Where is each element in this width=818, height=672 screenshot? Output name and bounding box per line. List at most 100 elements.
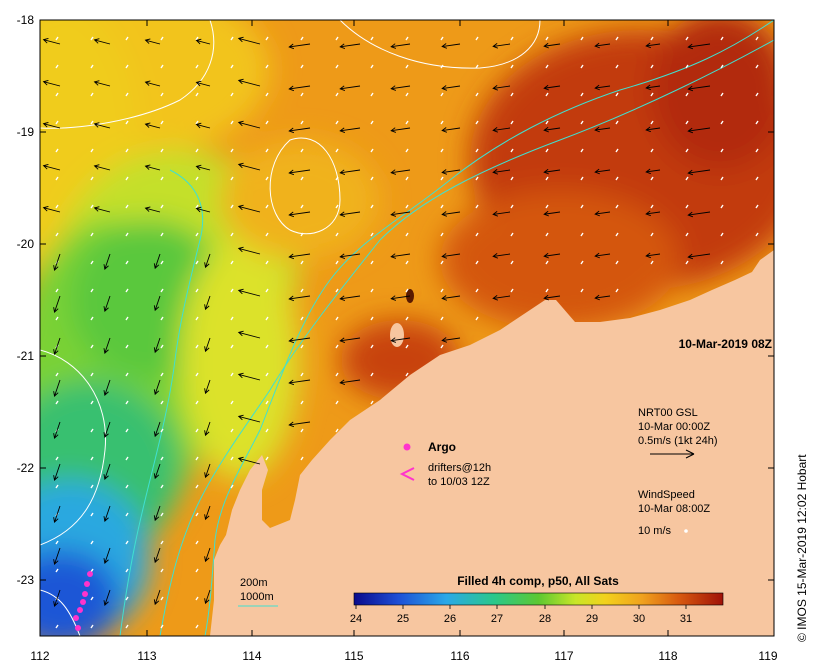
wind-vector-icon xyxy=(195,596,199,601)
current-arrow-icon xyxy=(144,122,161,129)
current-arrow-icon xyxy=(237,414,261,423)
wind-vector-icon xyxy=(90,64,94,69)
wind-vector-icon xyxy=(90,204,94,209)
wind-vector-icon xyxy=(125,624,129,629)
wind-vector-icon xyxy=(125,288,129,293)
wind-vector-icon xyxy=(195,456,199,461)
isobath-1000m-label: 1000m xyxy=(240,591,274,603)
current-arrow-icon xyxy=(204,589,211,605)
wind-vector-icon xyxy=(475,64,479,69)
current-arrow-icon xyxy=(93,80,111,87)
current-arrow-icon xyxy=(687,43,711,50)
wind-vector-icon xyxy=(125,540,129,545)
wind-vector-icon xyxy=(265,64,269,69)
current-arrow-icon xyxy=(594,42,611,49)
wind-vector-icon xyxy=(300,372,304,377)
current-arrow-icon xyxy=(645,84,661,91)
wind-vector-icon xyxy=(90,36,94,41)
wind-vector-icon xyxy=(195,260,199,265)
drifters-legend: drifters@12h to 10/03 12Z xyxy=(399,462,491,488)
current-arrow-icon xyxy=(153,379,161,396)
drifters-label-line2: to 10/03 12Z xyxy=(428,476,490,488)
wind-vector-icon xyxy=(685,232,689,237)
wind-vector-icon xyxy=(370,148,374,153)
current-arrow-icon xyxy=(103,589,111,607)
current-arrow-icon xyxy=(237,246,261,255)
wind-vector-icon xyxy=(405,120,409,125)
wind-vector-icon xyxy=(615,288,619,293)
wind-vector-icon xyxy=(510,148,514,153)
wind-vector-icon xyxy=(265,92,269,97)
colorbar-title: Filled 4h comp, p50, All Sats xyxy=(457,574,619,588)
colorbar-tick: 26 xyxy=(444,613,456,625)
current-arrow-icon xyxy=(645,210,661,217)
current-arrow-icon xyxy=(390,295,411,301)
wind-vector-icon xyxy=(230,176,234,181)
wind-vector-icon xyxy=(580,232,584,237)
wind-vector-icon xyxy=(265,260,269,265)
current-arrow-icon xyxy=(390,43,411,49)
wind-vector-icon xyxy=(125,176,129,181)
wind-legend: WindSpeed 10-Mar 08:00Z 10 m/s xyxy=(638,489,710,537)
wind-vector-icon xyxy=(405,148,409,153)
current-arrow-icon xyxy=(103,463,111,481)
wind-vector-icon xyxy=(230,92,234,97)
wind-vector-icon xyxy=(90,484,94,489)
wind-vector-icon xyxy=(265,36,269,41)
current-arrow-icon xyxy=(339,85,361,91)
wind-vector-icon xyxy=(230,36,234,41)
colorbar: Filled 4h comp, p50, All Sats 24 25 26 2… xyxy=(350,574,724,625)
wind-vector-icon xyxy=(300,204,304,209)
wind-vector-icon xyxy=(300,400,304,405)
wind-vector-icon xyxy=(510,176,514,181)
wind-vector-icon xyxy=(90,288,94,293)
current-arrow-icon xyxy=(288,85,311,92)
wind-vector-icon xyxy=(195,400,199,405)
wind-vector-icon xyxy=(160,148,164,153)
wind-vector-icon xyxy=(90,120,94,125)
current-arrow-icon xyxy=(543,210,561,217)
current-arrow-icon xyxy=(103,505,111,523)
current-arrow-icon xyxy=(144,80,161,87)
current-arrow-icon xyxy=(594,168,611,175)
wind-scale-icon xyxy=(684,529,688,533)
wind-vector-icon xyxy=(370,92,374,97)
wind-vector-icon xyxy=(195,120,199,125)
wind-vector-icon xyxy=(440,288,444,293)
wind-vector-icon xyxy=(160,512,164,517)
current-arrow-icon xyxy=(288,169,311,176)
current-arrow-icon xyxy=(492,127,511,133)
wind-vector-icon xyxy=(125,456,129,461)
colorbar-tick: 27 xyxy=(491,613,503,625)
wind-legend-scale: 10 m/s xyxy=(638,525,672,537)
current-arrow-icon xyxy=(288,43,311,50)
credit-text: © IMOS 15-Mar-2019 12:02 Hobart xyxy=(795,454,809,642)
current-arrow-icon xyxy=(390,211,411,217)
wind-vector-icon xyxy=(405,372,409,377)
wind-vector-icon xyxy=(370,176,374,181)
argo-marker-icon xyxy=(403,443,411,451)
wind-vector-icon xyxy=(545,92,549,97)
wind-vector-icon xyxy=(160,204,164,209)
current-arrow-icon xyxy=(53,589,61,607)
current-arrow-icon xyxy=(53,253,61,271)
wind-vector-icon xyxy=(720,148,724,153)
wind-vector-icon xyxy=(195,568,199,573)
wind-vector-icon xyxy=(125,512,129,517)
wind-vector-icon xyxy=(300,316,304,321)
wind-vector-icon xyxy=(230,260,234,265)
current-arrow-icon xyxy=(237,288,261,297)
current-arrow-icon xyxy=(645,42,661,49)
wind-vector-icon xyxy=(580,204,584,209)
wind-vector-icon xyxy=(195,428,199,433)
current-arrow-icon xyxy=(492,253,511,259)
current-arrow-icon xyxy=(288,211,311,218)
wind-vector-icon xyxy=(545,120,549,125)
drifters-label-line1: drifters@12h xyxy=(428,462,491,474)
wind-vector-icon xyxy=(720,232,724,237)
wind-vector-icon xyxy=(230,400,234,405)
wind-vector-icon xyxy=(125,260,129,265)
lon-tick-label: 113 xyxy=(137,649,156,663)
wind-vector-icon xyxy=(90,344,94,349)
wind-vector-icon xyxy=(510,232,514,237)
